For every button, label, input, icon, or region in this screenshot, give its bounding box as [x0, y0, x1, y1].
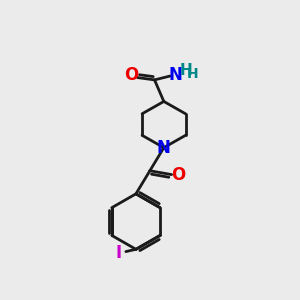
- Text: N: N: [157, 139, 171, 157]
- Text: O: O: [124, 66, 138, 84]
- Text: N: N: [169, 65, 182, 83]
- Text: H: H: [179, 63, 192, 78]
- Text: H: H: [187, 68, 198, 82]
- Text: I: I: [116, 244, 122, 262]
- Text: O: O: [171, 166, 185, 184]
